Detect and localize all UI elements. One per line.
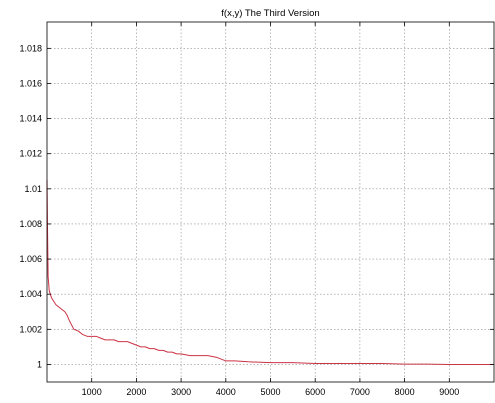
x-tick-label: 8000: [395, 387, 415, 397]
y-tick-label: 1.016: [19, 78, 42, 88]
y-tick-label: 1.008: [19, 219, 42, 229]
x-tick-label: 9000: [439, 387, 459, 397]
y-tick-label: 1.012: [19, 149, 42, 159]
x-tick-label: 2000: [126, 387, 146, 397]
chart-title: f(x,y) The Third Version: [221, 8, 319, 19]
y-tick-label: 1.006: [19, 254, 42, 264]
x-tick-label: 7000: [350, 387, 370, 397]
x-tick-label: 3000: [171, 387, 191, 397]
y-tick-label: 1.018: [19, 43, 42, 53]
y-tick-label: 1.004: [19, 289, 42, 299]
y-axis-ticks: 1 1.002 1.004 1.006 1.008 1.01 1.012 1.014 1.016…: [19, 43, 494, 369]
y-tick-label: 1.014: [19, 114, 42, 124]
x-axis-ticks: 1000 2000 3000 4000 5000 6000 7000 8000 9000: [82, 22, 459, 397]
series-line: [46, 180, 494, 365]
y-tick-label: 1.01: [24, 184, 42, 194]
y-tick-label: 1.002: [19, 324, 42, 334]
x-tick-label: 4000: [216, 387, 236, 397]
x-tick-label: 1000: [82, 387, 102, 397]
x-tick-label: 6000: [305, 387, 325, 397]
series-layer: [46, 180, 494, 365]
y-tick-label: 1: [37, 359, 42, 369]
x-tick-label: 5000: [260, 387, 280, 397]
